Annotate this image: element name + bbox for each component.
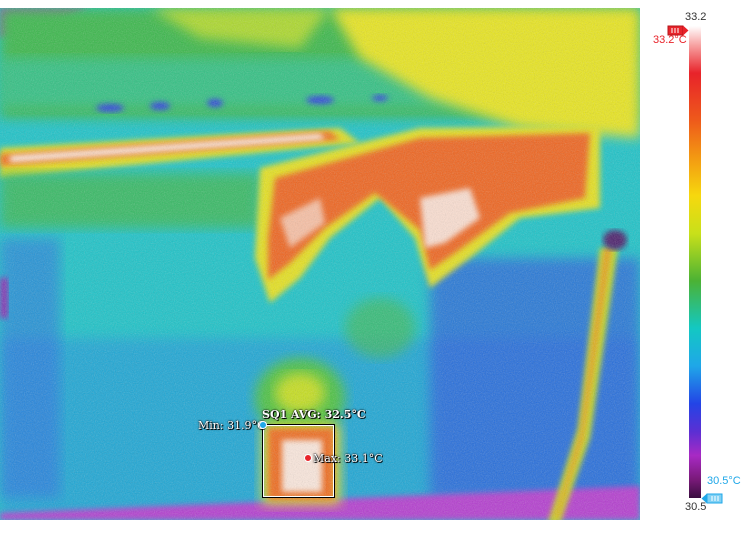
high-marker-label: 33.2°C [653, 34, 687, 46]
max-point-marker [304, 454, 312, 462]
color-scale-bar [689, 26, 701, 498]
thermal-image[interactable] [0, 8, 640, 520]
low-marker[interactable] [701, 489, 723, 504]
roi-square[interactable] [262, 424, 335, 498]
roi-max-label: Max: 33.1°C [313, 452, 383, 465]
high-marker[interactable] [667, 21, 689, 36]
min-point-marker [259, 421, 267, 429]
battery-flag-icon [701, 493, 723, 504]
roi-average-label: SQ1 AVG: 32.5°C [262, 408, 366, 421]
battery-flag-icon [667, 25, 689, 36]
low-marker-label: 30.5°C [707, 475, 741, 487]
thermal-image-graphic [0, 8, 640, 520]
roi-min-label: Min: 31.9°C [198, 419, 266, 432]
scale-min-value: 30.5 [685, 501, 707, 513]
scale-max-value: 33.2 [685, 11, 707, 23]
